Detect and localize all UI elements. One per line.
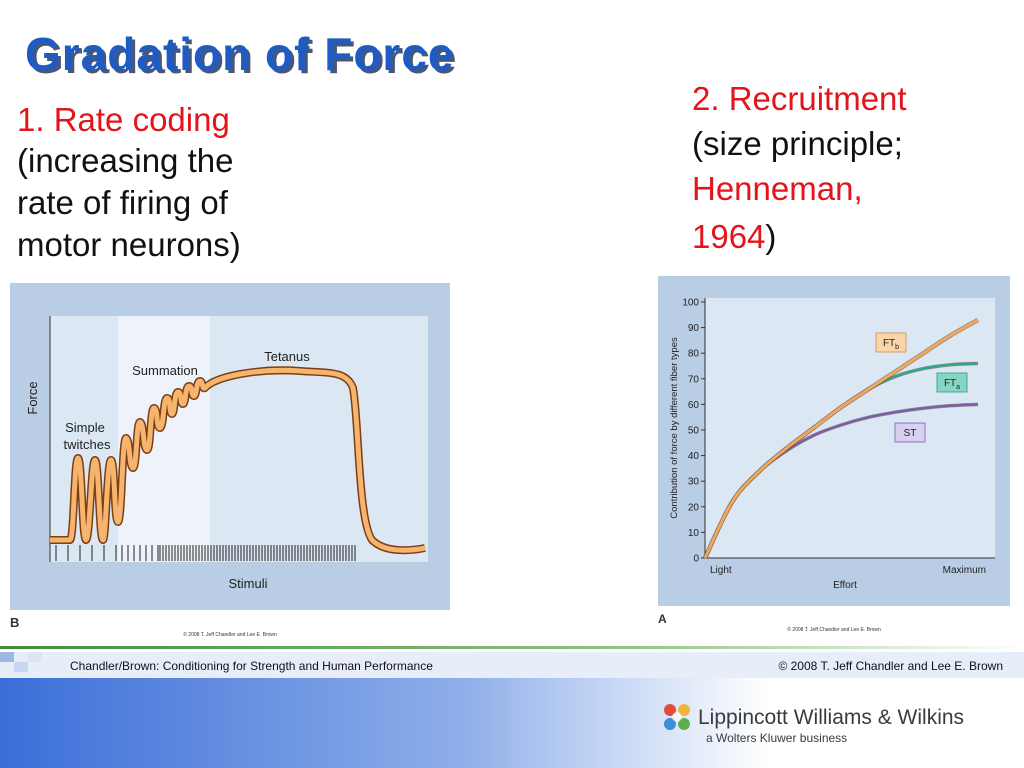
footer-rule (0, 646, 1024, 649)
y-tick-label: 90 (688, 323, 700, 334)
logo-dot (678, 704, 690, 716)
y-tick-label: 30 (688, 477, 700, 488)
legend-name: ST (904, 428, 917, 439)
legend-subscript: b (895, 344, 899, 351)
right-year-line: 1964) (692, 218, 776, 255)
x-tick-label: Light (710, 565, 732, 576)
right-close: ) (765, 218, 776, 255)
legend-label: FTa (944, 378, 960, 391)
title: Gradation of Force (25, 28, 454, 80)
y-tick-label: 70 (688, 374, 700, 385)
left-line: (increasing the (17, 142, 233, 179)
logo-dot (672, 712, 682, 722)
figure-copyright: © 2008 T. Jeff Chandler and Lee E. Brown (183, 631, 277, 638)
y-tick-label: 100 (682, 298, 699, 309)
annotation: Summation (132, 363, 198, 378)
decor-square (14, 662, 28, 672)
footer-band (0, 652, 1024, 678)
y-tick-label: 50 (688, 426, 700, 437)
logo-tagline: a Wolters Kluwer business (706, 731, 847, 745)
logo-dot (678, 718, 690, 730)
legend-box (936, 372, 968, 393)
y-tick-label: 40 (688, 451, 700, 462)
annotation: Tetanus (264, 349, 310, 364)
y-tick-label: 80 (688, 349, 700, 360)
y-tick-label: 60 (688, 400, 700, 411)
x-tick-label: Maximum (943, 565, 986, 576)
right-year: 1964 (692, 218, 765, 255)
annotation: twitches (64, 437, 111, 452)
right-line: (size principle; (692, 125, 903, 162)
left-line: rate of firing of (17, 184, 229, 221)
footer-gradient (0, 678, 1024, 768)
series-line (703, 318, 979, 559)
figure-b: Force Simple twitches Summation Tetanus … (10, 283, 450, 638)
legend-label: ST (904, 428, 917, 439)
figure-letter: B (10, 615, 19, 630)
decor-square (0, 652, 14, 662)
x-axis-label: Stimuli (228, 576, 267, 591)
legend-box (894, 422, 926, 443)
x-axis-label: Effort (833, 580, 857, 591)
legend-name: FT (944, 378, 956, 389)
left-line: motor neurons) (17, 226, 241, 263)
y-tick-label: 0 (693, 554, 699, 565)
logo-dot (664, 718, 676, 730)
y-tick-label: 10 (688, 528, 700, 539)
stimuli-ticks (55, 545, 356, 561)
figure-letter: A (658, 612, 667, 626)
legend-name: FT (883, 338, 895, 349)
plot-area (705, 298, 995, 558)
legend-box (875, 332, 907, 353)
y-tick-label: 20 (688, 502, 700, 513)
footer-right: © 2008 T. Jeff Chandler and Lee E. Brown (778, 659, 1003, 673)
footer-left: Chandler/Brown: Conditioning for Strengt… (70, 659, 433, 673)
annotation: Simple (65, 420, 105, 435)
left-heading: 1. Rate coding (17, 101, 230, 138)
logo: Lippincott Williams & Wilkins a Wolters … (664, 704, 964, 745)
legend-subscript: a (956, 384, 960, 391)
title-shadow: Gradation of Force (28, 31, 457, 83)
logo-name: Lippincott Williams & Wilkins (698, 706, 964, 729)
force-curve (50, 367, 426, 553)
summation-band (118, 316, 210, 562)
logo-dot (664, 704, 676, 716)
right-heading: 2. Recruitment (692, 80, 907, 117)
y-axis-label: Contribution of force by different fiber… (669, 337, 680, 519)
y-axis-label: Force (25, 381, 40, 414)
decor-square (28, 652, 42, 662)
legend-label: FTb (883, 338, 899, 351)
right-author: Henneman, (692, 170, 863, 207)
figure-copyright: © 2008 T. Jeff Chandler and Lee E. Brown (787, 626, 881, 633)
